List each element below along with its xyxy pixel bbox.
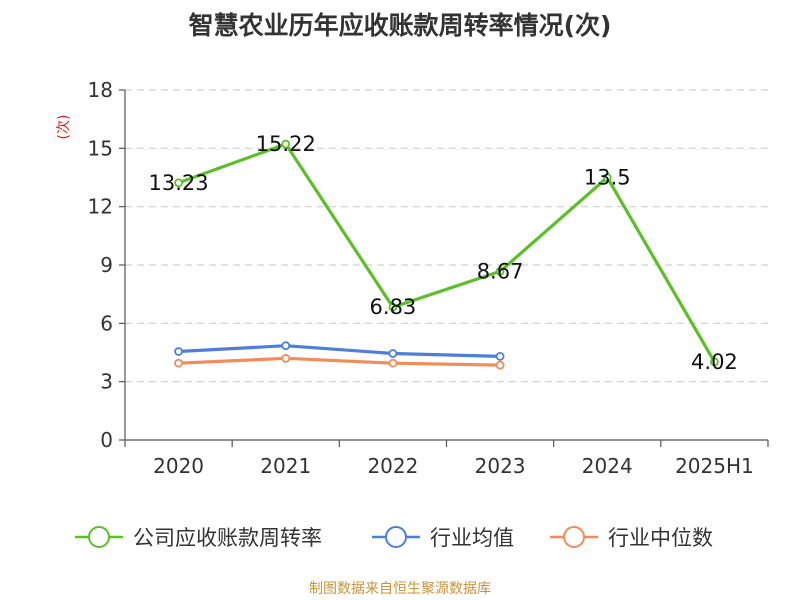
x-tick-label: 2024: [582, 454, 633, 478]
y-tick-labels: 0 3 6 9 12 15 18: [88, 78, 113, 452]
data-label: 15.22: [256, 132, 316, 156]
y-axis-label: (次): [56, 115, 72, 140]
data-label: 4.02: [691, 350, 738, 374]
y-tick-label: 6: [100, 311, 113, 335]
series-group: [174, 139, 719, 370]
data-label: 6.83: [370, 295, 417, 319]
data-point: [174, 347, 183, 356]
y-tick-label: 18: [88, 78, 113, 102]
data-point: [495, 267, 505, 276]
source-note: 制图数据来自恒生聚源数据库: [309, 581, 491, 597]
series-line: [178, 344, 501, 358]
x-tick-label: 2023: [475, 454, 526, 478]
data-point: [281, 341, 291, 351]
y-tick-label: 0: [100, 428, 113, 452]
data-point: [174, 358, 183, 368]
data-point: [495, 360, 505, 370]
legend-item: 行业均值: [372, 526, 514, 550]
y-tick-label: 9: [100, 253, 113, 277]
x-tick-label: 2025H1: [675, 454, 754, 478]
data-labels: 13.23 15.22 6.83 8.67 13.5 4.02: [149, 132, 738, 374]
grid-lines: [125, 89, 768, 383]
legend-label: 行业均值: [430, 526, 514, 550]
y-tick-label: 15: [88, 136, 113, 160]
series-line: [178, 356, 501, 367]
y-tick-label: 12: [88, 195, 113, 219]
data-point: [710, 357, 719, 367]
axes: [119, 89, 769, 447]
x-tick-label: 2021: [260, 454, 311, 478]
data-point: [281, 139, 291, 149]
chart-title: 智慧农业历年应收账款周转率情况(次): [188, 11, 612, 40]
data-point: [281, 353, 291, 363]
legend-item: 行业中位数: [550, 526, 713, 550]
data-label: 13.23: [149, 171, 209, 195]
y-tick-label: 3: [100, 370, 113, 394]
legend-marker: [563, 526, 585, 548]
data-point: [388, 358, 398, 368]
data-label: 13.5: [584, 166, 631, 190]
legend-marker: [385, 526, 407, 548]
x-tick-labels: 2020 2021 2022 2023 2024 2025H1: [153, 454, 754, 478]
legend-marker: [88, 526, 110, 548]
x-tick-label: 2020: [153, 454, 204, 478]
x-tick-label: 2022: [367, 454, 418, 478]
series-line: [178, 142, 716, 363]
data-point: [388, 302, 398, 312]
data-point: [388, 349, 398, 358]
data-point: [174, 178, 183, 188]
data-label: 8.67: [477, 259, 524, 283]
legend-label: 行业中位数: [608, 526, 713, 550]
legend: 公司应收账款周转率 行业均值 行业中位数: [75, 526, 713, 550]
legend-item: 公司应收账款周转率: [75, 526, 322, 550]
data-point: [602, 173, 612, 182]
legend-label: 公司应收账款周转率: [133, 526, 322, 550]
data-point: [495, 351, 505, 361]
